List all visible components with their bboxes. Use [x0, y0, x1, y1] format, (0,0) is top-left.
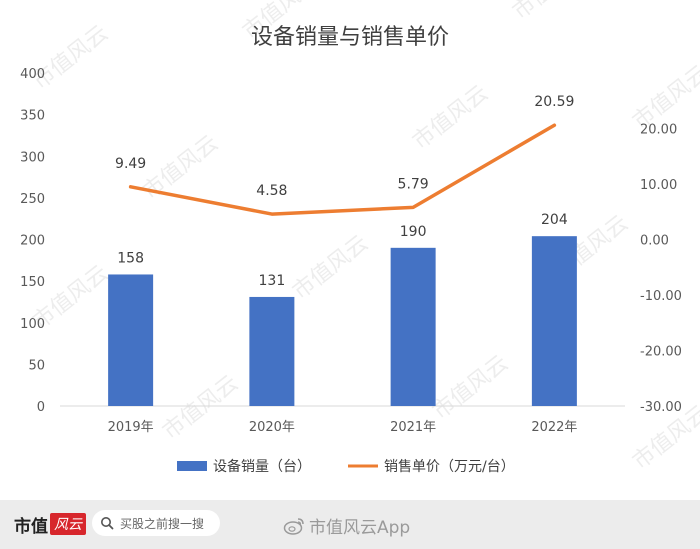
line-data-labels: 9.49 4.58 5.79 20.59 [115, 94, 574, 199]
legend: 设备销量（台） 销售单价（万元/台） [177, 458, 515, 475]
brand-logo-mark: 风云 [50, 513, 86, 535]
search-icon [101, 517, 114, 530]
line-data-label: 20.59 [534, 94, 574, 110]
x-tick-label: 2020年 [249, 420, 295, 435]
bar-series [108, 236, 577, 406]
left-axis: 0 50 100 150 200 250 300 350 400 [20, 67, 45, 415]
watermark-text: 市值风云 [288, 231, 373, 305]
bar [390, 247, 436, 406]
watermark-text: 市值风云 [158, 371, 243, 445]
left-tick-label: 0 [37, 400, 45, 415]
chart-title: 设备销量与销售单价 [251, 25, 449, 50]
left-tick-label: 300 [20, 150, 45, 165]
bar-data-label: 190 [400, 224, 427, 240]
left-tick-label: 350 [20, 109, 45, 124]
left-tick-label: 50 [28, 358, 45, 373]
line-data-label: 5.79 [398, 176, 429, 192]
watermark-text: 市值风云 [138, 131, 223, 205]
line-path [128, 123, 557, 216]
x-tick-label: 2022年 [531, 420, 577, 435]
bar [108, 274, 154, 406]
right-tick-label: -20.00 [640, 345, 682, 360]
x-axis-tick-labels: 2019年 2020年 2021年 2022年 [108, 420, 578, 435]
x-tick-label: 2019年 [108, 420, 154, 435]
right-tick-label: -10.00 [640, 289, 682, 304]
legend-swatch-bar [177, 461, 207, 471]
x-tick-label: 2021年 [390, 420, 436, 435]
left-tick-label: 100 [20, 317, 45, 332]
bar-data-label: 131 [259, 273, 286, 289]
left-tick-label: 150 [20, 275, 45, 290]
bar [249, 296, 295, 406]
weibo-watermark: 市值风云App [283, 513, 410, 538]
footer-bar: 市值 风云 买股之前搜一搜 市值风云App [0, 500, 700, 549]
bar-data-label: 158 [117, 250, 144, 266]
brand-text: 市值 [14, 516, 48, 537]
right-axis: -30.00 -20.00 -10.00 0.00 10.00 20.00 [640, 123, 682, 416]
line-data-label: 4.58 [256, 183, 287, 199]
right-tick-label: -30.00 [640, 400, 682, 415]
brand-logo: 市值 风云 [14, 512, 86, 537]
left-tick-label: 250 [20, 192, 45, 207]
legend-label-bar: 设备销量（台） [213, 458, 311, 475]
bar-data-labels: 158 131 190 204 [117, 212, 568, 289]
left-tick-label: 400 [20, 67, 45, 82]
right-tick-label: 10.00 [640, 178, 677, 193]
weibo-text: 市值风云App [309, 518, 411, 538]
left-tick-label: 200 [20, 234, 45, 249]
watermark-text: 市值风云 [428, 351, 513, 425]
watermark-text: 市值风云 [408, 81, 493, 155]
line-series [128, 123, 557, 216]
watermark-text: 市值风云 [28, 21, 113, 95]
line-data-label: 9.49 [115, 156, 146, 172]
weibo-icon [283, 517, 304, 535]
search-button[interactable]: 买股之前搜一搜 [92, 510, 220, 536]
right-tick-label: 20.00 [640, 123, 677, 138]
right-tick-label: 0.00 [640, 234, 669, 249]
bar-data-label: 204 [541, 212, 568, 228]
search-label: 买股之前搜一搜 [120, 516, 205, 531]
bar [531, 236, 577, 406]
legend-label-line: 销售单价（万元/台） [384, 459, 515, 475]
watermark-text: 市值风云 [508, 0, 593, 25]
chart-card: 市值风云 市值风云 市值风云 市值风云 市值风云 市值风云 市值风云 市值风云 市值风云 市值风云… [0, 0, 700, 500]
